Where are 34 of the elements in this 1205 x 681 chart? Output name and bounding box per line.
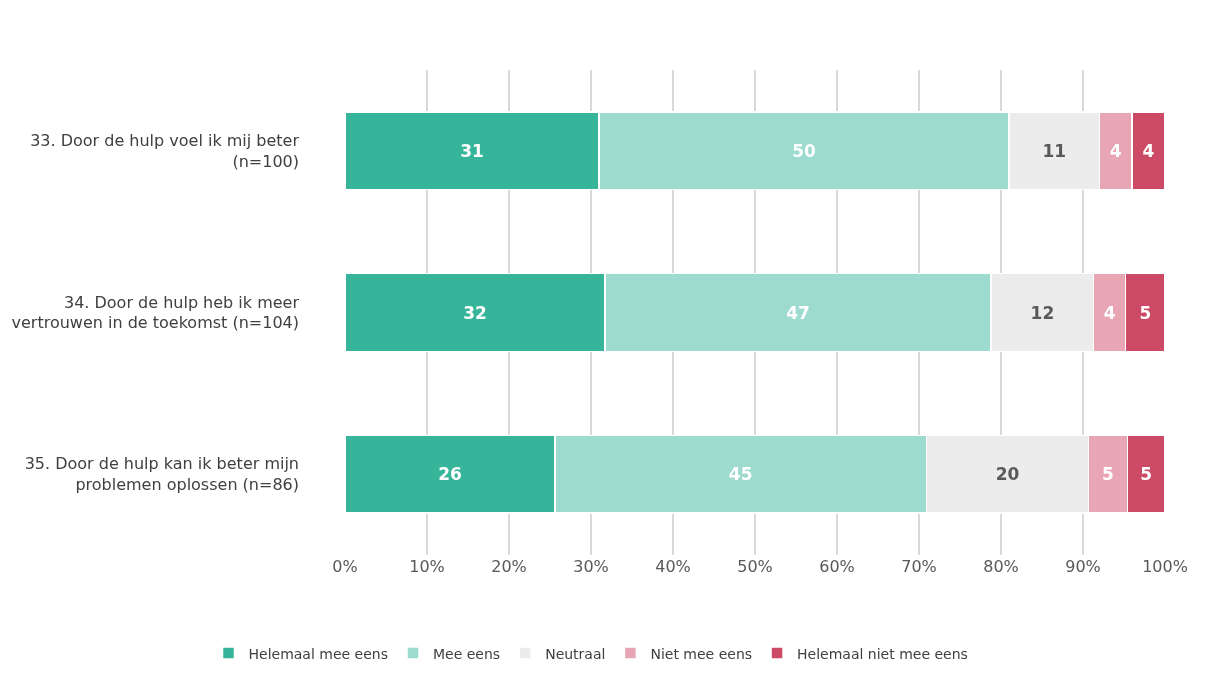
- data-label: 20: [995, 464, 1020, 485]
- x-tick-label: 60%: [819, 557, 855, 576]
- legend-label: Niet mee eens: [650, 645, 753, 662]
- x-tick-label: 70%: [901, 557, 937, 576]
- data-label: 26: [438, 464, 462, 485]
- x-tick-label: 50%: [737, 557, 773, 576]
- data-label: 4: [1109, 140, 1122, 161]
- legend-label: Mee eens: [433, 645, 501, 662]
- data-label: 47: [786, 302, 810, 323]
- data-label: 4: [1103, 302, 1116, 323]
- y-tick-label: 35. Door de hulp kan ik beter mijn problemen oplossen (n=86): [24, 454, 299, 495]
- data-label: 4: [1142, 140, 1155, 161]
- legend-label: Helemaal mee eens: [248, 645, 388, 662]
- y-tick-label: 33. Door de hulp voel ik mij beter (n=100): [30, 131, 300, 171]
- data-label: 11: [1042, 140, 1067, 161]
- x-tick-label: 100%: [1142, 557, 1188, 576]
- data-label: 50: [792, 140, 817, 161]
- x-tick-label: 80%: [983, 557, 1019, 576]
- legend-label: Neutraal: [545, 645, 606, 662]
- x-tick-label: 40%: [655, 557, 691, 576]
- x-tick-label: 90%: [1065, 557, 1101, 576]
- data-label: 12: [1030, 302, 1055, 323]
- x-tick-label: 0%: [332, 557, 358, 576]
- x-tick-label: 30%: [573, 557, 609, 576]
- x-tick-label: 10%: [409, 557, 445, 576]
- data-label: 5: [1140, 464, 1153, 485]
- data-label: 45: [728, 464, 753, 485]
- data-label: 31: [460, 140, 484, 161]
- data-label: 5: [1139, 302, 1152, 323]
- data-label: 5: [1102, 464, 1114, 485]
- data-label: 32: [463, 302, 487, 323]
- y-tick-label: 34. Door de hulp heb ik meer vertrouwen in de toekomst (n=104): [11, 292, 300, 333]
- x-tick-label: 20%: [491, 557, 527, 576]
- legend-label: Helemaal niet mee eens: [797, 645, 968, 662]
